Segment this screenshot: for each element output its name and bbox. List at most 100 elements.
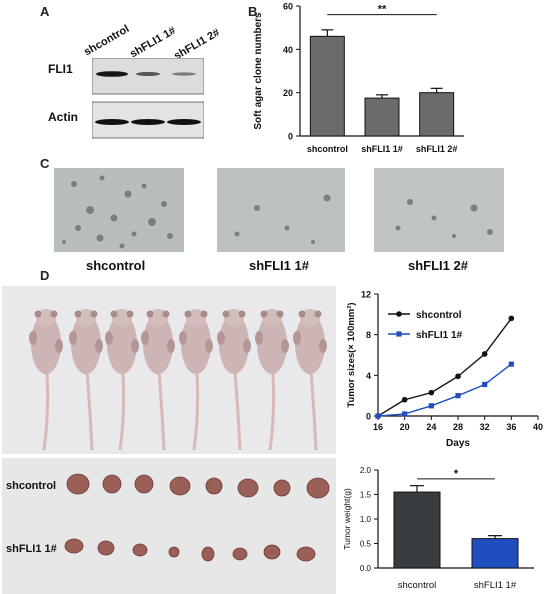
point-shcontrol <box>428 389 435 396</box>
legend-marker-shcontrol <box>396 311 402 317</box>
mouse-body <box>107 314 137 374</box>
mouse-tumor <box>205 339 213 353</box>
tumor-sample <box>169 476 191 496</box>
mouse-ear <box>90 310 98 318</box>
bar-shcontrol <box>309 35 345 137</box>
tumor-size-line-chart: 0 4 8 12 16 20 24 28 32 36 40 Days Tumor sizes(× 100… <box>346 290 543 450</box>
x-tick-label-shfli1-1: shFLI1 1# <box>474 580 517 591</box>
tumor-sample <box>66 473 90 495</box>
y-tick-label-0.0: 0.0 <box>360 564 372 573</box>
y-tick-label-0: 0 <box>288 132 293 142</box>
tumor-sample <box>263 544 281 560</box>
mouse-tumor <box>243 339 251 353</box>
colony-images-panel: shcontrol shFLI1 1# shFLI1 2# <box>0 150 550 275</box>
tumor-sample <box>237 478 259 498</box>
y-axis-title: Tumor weight(g) <box>342 488 352 550</box>
mouse-ear <box>260 310 268 318</box>
mouse-ear <box>276 310 284 318</box>
bar-shcontrol <box>393 491 441 569</box>
mouse-tumor <box>141 331 149 345</box>
soft-agar-bar-chart: 0 20 40 60 Soft agar clone numbers shcontrol s… <box>253 2 464 154</box>
tumor-sample <box>201 546 215 562</box>
mouse-ear <box>184 310 192 318</box>
mouse-ear <box>74 310 82 318</box>
x-tick-label-28: 28 <box>453 422 463 432</box>
mouse-ear <box>162 310 170 318</box>
point-shfli1-1 <box>402 411 408 417</box>
legend-marker-shfli1-1 <box>396 331 402 337</box>
mouse-tumor <box>29 331 37 345</box>
mouse <box>105 309 139 451</box>
y-axis-title: Soft agar clone numbers <box>253 12 264 130</box>
x-tick-label-shfli1-1: shFLI1 1# <box>361 144 403 154</box>
point-shcontrol <box>508 315 515 322</box>
mouse <box>141 309 175 451</box>
point-shfli1-1 <box>375 413 381 419</box>
legend-label-shfli1-1: shFLI1 1# <box>416 330 463 341</box>
x-axis-title: Days <box>446 438 470 449</box>
y-tick-label-1.5: 1.5 <box>360 491 372 500</box>
y-tick-label-8: 8 <box>366 330 371 340</box>
blot-image <box>92 58 204 139</box>
y-tick-label-2.0: 2.0 <box>360 466 372 475</box>
y-tick-label-12: 12 <box>361 290 371 300</box>
y-tick-label-0: 0 <box>366 412 371 422</box>
blot-row-label-actin: Actin <box>48 110 78 124</box>
tumor-sample <box>296 546 316 562</box>
tumor-sample <box>306 477 330 499</box>
y-tick-label-40: 40 <box>283 45 293 55</box>
panel-label-c: C <box>40 156 50 171</box>
mouse-body <box>219 314 249 374</box>
tumor-weight-bar-chart: 0.0 0.5 1.0 1.5 2.0 Tumor weight(g) shcontrol s… <box>342 466 534 591</box>
tumor-sample <box>273 479 291 497</box>
mouse-ear <box>238 310 246 318</box>
series-line-shcontrol <box>377 317 512 417</box>
y-tick-label-4: 4 <box>366 371 371 381</box>
mouse <box>217 309 251 451</box>
x-tick-label-16: 16 <box>373 422 383 432</box>
mouse-tumor <box>167 339 175 353</box>
y-axis-title: Tumor sizes(× 100mm²) <box>346 302 357 407</box>
mouse-ear <box>298 310 306 318</box>
mouse-ear <box>50 310 58 318</box>
x-tick-label-24: 24 <box>426 422 436 432</box>
significance-mark: * <box>454 468 459 480</box>
point-shcontrol <box>401 396 408 403</box>
tumor-sample <box>64 538 84 554</box>
mouse-tumor <box>179 331 187 345</box>
mouse-ear <box>222 310 230 318</box>
colony-image-shfli1-2 <box>374 168 504 252</box>
mouse-tumor <box>131 339 139 353</box>
colony-image-shcontrol <box>54 168 184 252</box>
x-tick-label-40: 40 <box>533 422 543 432</box>
point-shcontrol <box>455 373 461 380</box>
colony-image-shfli1-1 <box>217 168 345 252</box>
tumor-photo-panel: shcontrol shFLI1 1# <box>2 458 336 594</box>
tumor-sample <box>102 474 122 494</box>
point-shcontrol <box>481 351 488 357</box>
mouse-ear <box>200 310 208 318</box>
mouse-tumor <box>95 339 103 353</box>
y-tick-label-20: 20 <box>283 88 293 98</box>
mouse <box>255 309 289 451</box>
mouse-body <box>257 314 287 374</box>
point-shfli1-1 <box>455 393 461 399</box>
mouse <box>69 309 103 451</box>
y-tick-label-60: 60 <box>283 2 293 12</box>
tumor-row-label-shcontrol: shcontrol <box>6 480 57 492</box>
x-tick-label-36: 36 <box>506 422 516 432</box>
series-line-shfli1-1 <box>377 363 512 417</box>
colony-label-shfli1-1: shFLI1 1# <box>249 258 309 273</box>
bar-shfli1-1 <box>471 538 519 569</box>
mouse-tumor <box>105 331 113 345</box>
x-tick-label-shcontrol: shcontrol <box>398 580 437 591</box>
tumor-sample <box>232 547 248 561</box>
panel-label-b: B <box>248 4 258 19</box>
mouse <box>179 309 213 451</box>
x-tick-label-20: 20 <box>400 422 410 432</box>
mouse-body <box>71 314 101 374</box>
mice-photo <box>2 286 336 454</box>
tumor-sample <box>205 477 223 495</box>
mouse-body <box>295 314 325 374</box>
significance-mark: ** <box>378 4 387 16</box>
